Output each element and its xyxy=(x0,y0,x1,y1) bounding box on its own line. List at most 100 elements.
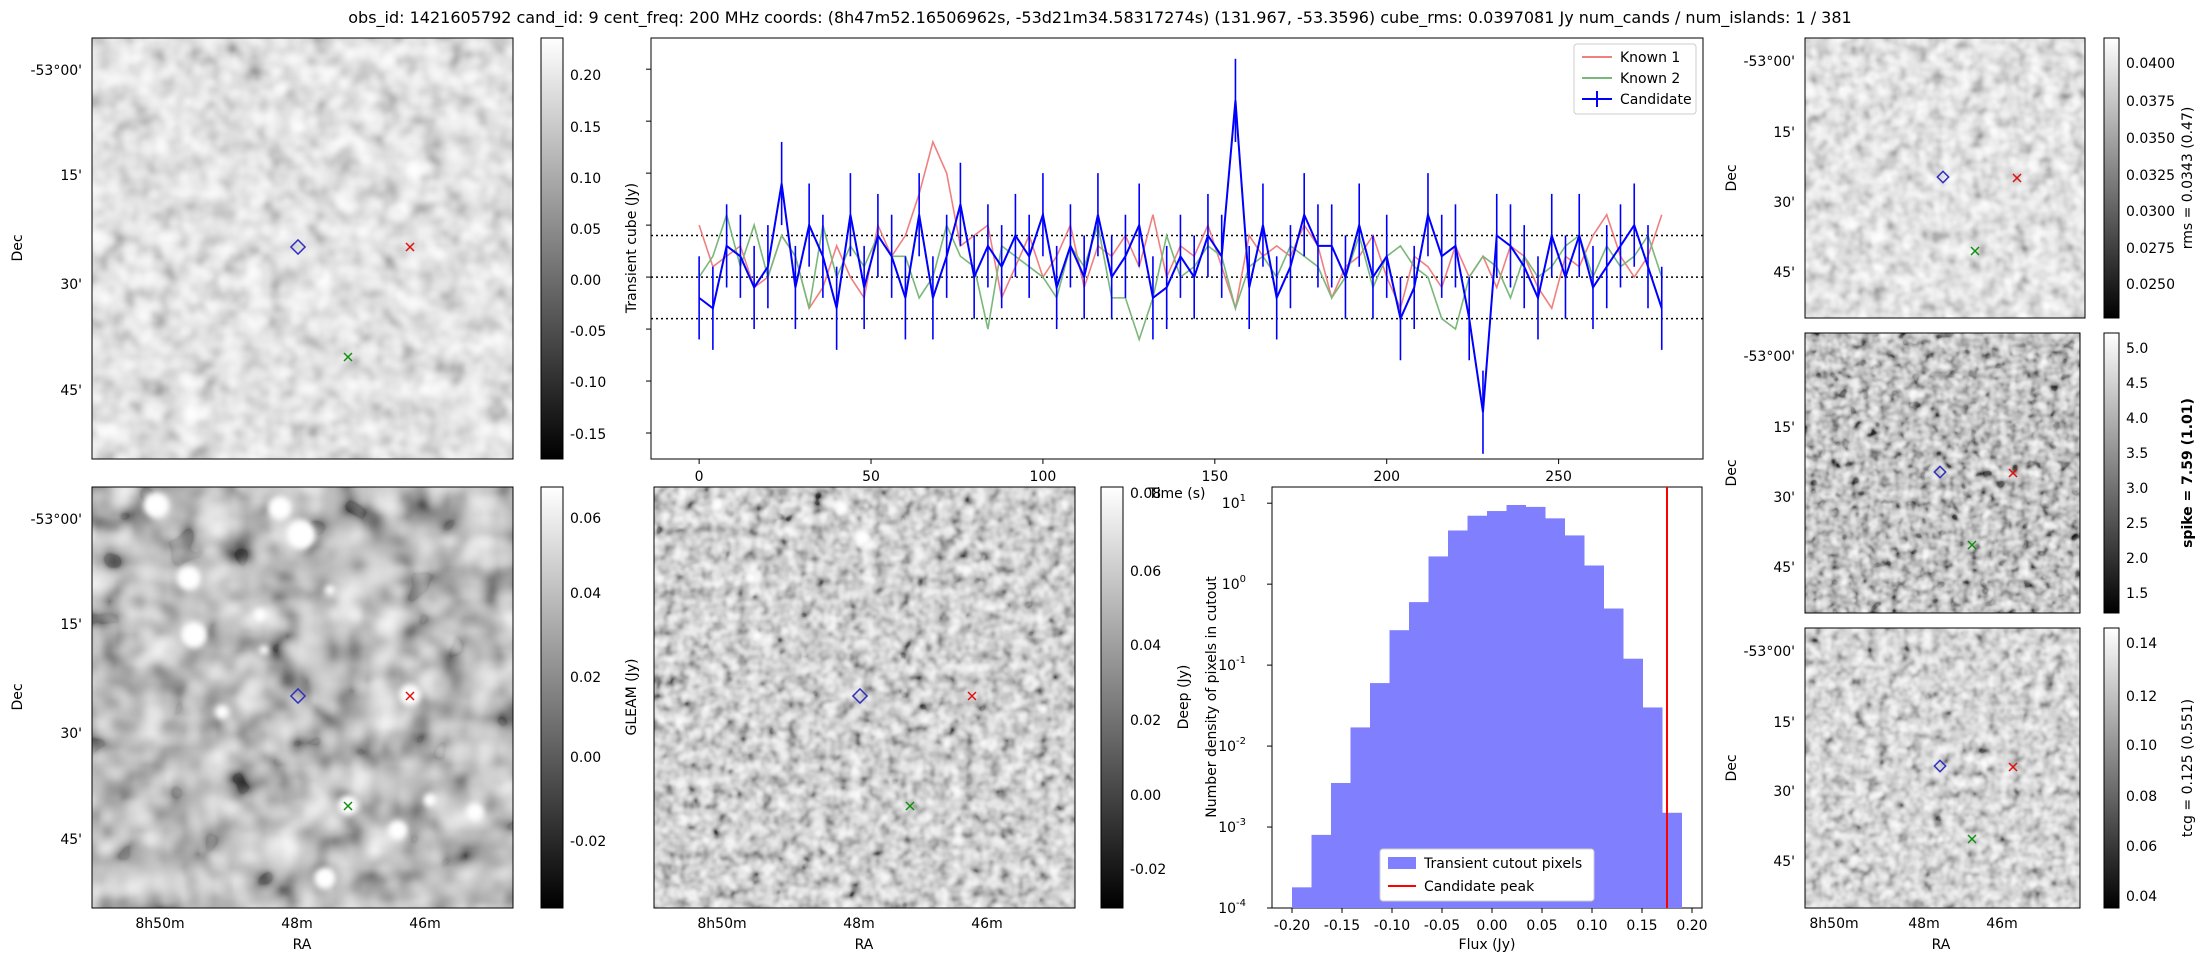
dec-axis-label: Dec xyxy=(10,683,26,710)
source xyxy=(882,873,892,883)
ra-tick: 46m xyxy=(1986,916,2017,932)
dec-tick: -53°00' xyxy=(1743,349,1795,365)
cbar-tick: 3.0 xyxy=(2126,481,2148,497)
x-tick-label: -0.20 xyxy=(1274,918,1310,934)
histogram-bar xyxy=(1292,887,1312,908)
dec-tick: 30' xyxy=(60,726,82,742)
deep-colorbar-ticks: 0.08 0.06 0.04 0.02 0.00 -0.02 xyxy=(1130,486,1166,878)
histogram-bar xyxy=(1526,506,1546,908)
marker-blue-diamond xyxy=(1933,465,1947,479)
x-tick-label: 50 xyxy=(862,469,880,485)
dec-tick: -53°00' xyxy=(1743,644,1795,660)
source xyxy=(466,803,484,821)
dec-axis-label: Dec xyxy=(1724,459,1740,486)
cbar-tick: 0.10 xyxy=(2126,738,2157,754)
source xyxy=(750,628,764,642)
x-tick-label: 150 xyxy=(1201,469,1228,485)
rms-colorbar xyxy=(2103,37,2120,319)
histogram-bar xyxy=(1311,834,1331,908)
dec-tick: 15' xyxy=(1773,125,1795,141)
spike-panel: -53°00' 15' 30' 45' Dec 5.0 4.5 4.0 3.5 … xyxy=(1724,332,2196,614)
source xyxy=(286,520,316,550)
dec-tick: 45' xyxy=(1773,265,1795,281)
histogram-x-ticks: -0.20 -0.15 -0.10 -0.05 0.00 0.05 0.10 0.15 0.20 xyxy=(1274,908,1708,934)
dec-tick: 45' xyxy=(60,832,82,848)
dec-axis-label: Dec xyxy=(1724,754,1740,781)
marker-red-x xyxy=(2008,468,2018,478)
deep-panel: 8h50m 48m 46m RA 0.08 0.06 0.04 0.02 0.0… xyxy=(653,486,1192,953)
cbar-tick: -0.02 xyxy=(570,834,606,850)
rms-colorbar-ticks: 0.0400 0.0375 0.0350 0.0325 0.0300 0.027… xyxy=(2126,56,2175,293)
gleam-panel: -53°00' 15' 30' 45' Dec 8h50m 48m 46m RA… xyxy=(10,486,640,953)
cbar-tick: 0.10 xyxy=(570,171,601,187)
dec-tick: 30' xyxy=(1773,195,1795,211)
histogram-bar xyxy=(1487,511,1507,908)
source xyxy=(253,608,267,622)
x-tick-label: 250 xyxy=(1545,469,1572,485)
tcg-colorbar-ticks: 0.14 0.12 0.10 0.08 0.06 0.04 xyxy=(2126,636,2157,905)
marker-blue-diamond xyxy=(851,687,869,705)
tcg-image xyxy=(1805,628,2080,908)
dec-tick: 45' xyxy=(1773,854,1795,870)
deep-sources xyxy=(711,498,1045,883)
deep-image xyxy=(654,487,1075,908)
cbar-tick: 0.20 xyxy=(570,68,601,84)
cbar-tick: 0.12 xyxy=(2126,689,2157,705)
histogram-bar xyxy=(1331,782,1351,908)
source xyxy=(744,571,758,585)
marker-blue-diamond xyxy=(1933,759,1947,773)
dec-tick: -53°00' xyxy=(30,63,82,79)
cbar-tick: 0.02 xyxy=(570,670,601,686)
cbar-tick: 0.0375 xyxy=(2126,94,2175,110)
marker-green-x xyxy=(905,801,915,811)
x-tick-label: -0.05 xyxy=(1424,918,1460,934)
source xyxy=(953,825,963,835)
dec-tick: 30' xyxy=(60,277,82,293)
cbar-tick: 0.0275 xyxy=(2126,241,2175,257)
cbar-tick: 2.5 xyxy=(2126,516,2148,532)
transient-cube-colorbar-label: Transient cube (Jy) xyxy=(624,183,640,314)
histogram-bar xyxy=(1584,565,1604,908)
histogram-bar xyxy=(1467,515,1487,908)
light-curve-legend: Known 1 Known 2 Candidate xyxy=(1573,43,1697,115)
light-curve-chart: 0 50 100 150 200 250 Time (s) Known 1 Known 2… xyxy=(646,37,1704,502)
x-tick-label: 200 xyxy=(1373,469,1400,485)
y-tick-label: 10-1 xyxy=(1218,655,1246,674)
cbar-tick: 4.0 xyxy=(2126,411,2148,427)
transient-cube-panel: -53°00' 15' 30' 45' Dec 0.20 0.15 0.10 0… xyxy=(10,37,640,460)
cbar-tick: 0.02 xyxy=(1130,713,1161,729)
y-tick-label: 10-3 xyxy=(1218,817,1246,836)
cbar-tick: -0.05 xyxy=(570,324,606,340)
source xyxy=(181,622,207,648)
ra-tick: 8h50m xyxy=(135,916,184,932)
histogram-bar xyxy=(1389,630,1409,908)
dec-tick: 15' xyxy=(1773,420,1795,436)
histogram-bar xyxy=(1662,812,1682,908)
source xyxy=(325,585,335,595)
rms-image xyxy=(1805,38,2085,318)
spike-image xyxy=(1805,333,2080,613)
dec-tick: -53°00' xyxy=(30,512,82,528)
histogram-bar xyxy=(1428,556,1448,908)
cbar-tick: -0.02 xyxy=(1130,862,1166,878)
rms-colorbar-label: rms = 0.0343 (0.47) xyxy=(2180,107,2196,250)
transient-cube-colorbar xyxy=(540,37,564,460)
legend-hist-swatch xyxy=(1388,857,1416,869)
tcg-panel: -53°00' 15' 30' 45' Dec 8h50m 48m 46m RA… xyxy=(1724,627,2196,953)
y-tick-label: 100 xyxy=(1222,574,1246,593)
histogram-xlabel: Flux (Jy) xyxy=(1459,937,1516,953)
histogram-y-ticks: 101 100 10-1 10-2 10-3 10-4 xyxy=(1218,493,1272,917)
cbar-tick: 0.14 xyxy=(2126,636,2157,652)
x-tick-label: -0.15 xyxy=(1324,918,1360,934)
cbar-tick: 0.08 xyxy=(1130,486,1161,502)
marker-red-x xyxy=(2008,762,2018,772)
ra-axis-label: RA xyxy=(1932,937,1951,953)
marker-blue-diamond xyxy=(289,687,307,705)
x-tick-label: 0.15 xyxy=(1626,918,1657,934)
cbar-tick: 0.08 xyxy=(2126,789,2157,805)
cbar-tick: 0.0350 xyxy=(2126,131,2175,147)
marker-green-x xyxy=(343,801,353,811)
y-tick-label: 10-2 xyxy=(1218,736,1246,755)
gleam-colorbar xyxy=(540,486,564,909)
cbar-tick: 0.00 xyxy=(570,273,601,289)
